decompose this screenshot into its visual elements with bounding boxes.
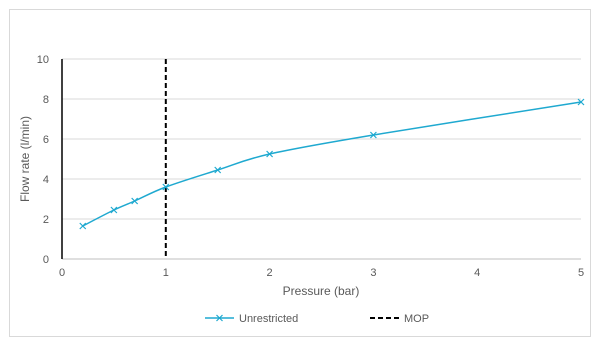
legend: Unrestricted MOP	[205, 313, 429, 325]
data-point-marker	[369, 131, 377, 139]
series-lines	[82, 101, 582, 227]
series-line-unrestricted	[82, 101, 582, 227]
series-markers	[79, 98, 585, 230]
y-tick-label: 10	[37, 54, 49, 66]
chart-frame	[9, 9, 591, 337]
data-point-marker	[79, 222, 87, 230]
data-point-marker	[131, 197, 139, 205]
legend-item-mop: MOP	[370, 313, 429, 325]
data-point-marker	[214, 166, 222, 174]
data-point-marker	[162, 183, 170, 191]
x-axis-label: Pressure (bar)	[283, 284, 360, 298]
y-tick-label: 6	[43, 134, 49, 146]
legend-x-marker	[216, 314, 223, 322]
data-point-marker	[266, 150, 274, 158]
x-tick-label: 3	[370, 267, 376, 279]
legend-item-unrestricted: Unrestricted	[205, 313, 298, 325]
x-tick-label: 2	[267, 267, 273, 279]
x-tick-label: 0	[59, 267, 65, 279]
x-tick-labels: 0 1 2 3 4 5	[59, 267, 584, 279]
x-tick-label: 4	[474, 267, 480, 279]
y-tick-label: 8	[43, 94, 49, 106]
y-tick-label: 4	[43, 174, 49, 186]
legend-label-mop: MOP	[404, 313, 429, 325]
x-tick-label: 5	[578, 267, 584, 279]
legend-label-unrestricted: Unrestricted	[239, 313, 298, 325]
x-tick-label: 1	[163, 267, 169, 279]
y-tick-label: 2	[43, 214, 49, 226]
y-tick-label: 0	[43, 254, 49, 266]
data-point-marker	[110, 206, 118, 214]
data-point-marker	[577, 98, 585, 106]
gridlines	[62, 58, 581, 260]
y-tick-labels: 0 2 4 6 8 10	[37, 54, 49, 266]
legend-marker-unrestricted	[216, 314, 223, 322]
y-axis-label: Flow rate (l/min)	[18, 116, 32, 202]
